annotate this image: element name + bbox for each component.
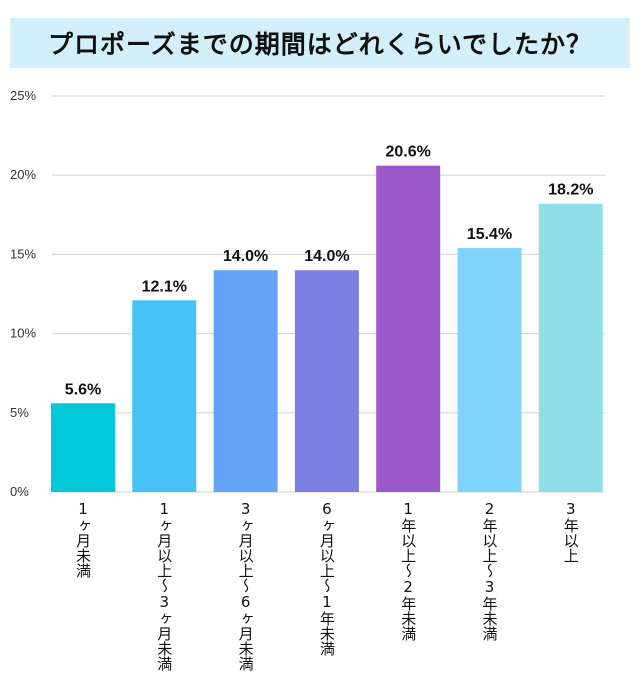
bar xyxy=(51,403,115,492)
y-tick-label: 15% xyxy=(10,246,36,261)
data-label: 14.0% xyxy=(223,248,268,265)
x-tick-label: 3ヶ月以上～6ヶ月未満 xyxy=(236,500,255,671)
bar xyxy=(213,270,278,492)
bar xyxy=(132,300,197,492)
data-label: 15.4% xyxy=(467,226,512,243)
bar xyxy=(376,165,441,493)
y-tick-label: 20% xyxy=(10,167,36,182)
data-label: 12.1% xyxy=(142,278,187,295)
y-tick-label: 10% xyxy=(10,326,36,341)
bar xyxy=(457,248,522,492)
x-tick-label: 6ヶ月以上～1年未満 xyxy=(317,500,336,656)
y-tick-label: 0% xyxy=(10,484,29,499)
data-label: 18.2% xyxy=(548,182,593,199)
data-label: 5.6% xyxy=(65,381,101,398)
y-tick-label: 25% xyxy=(10,88,36,103)
x-tick-label: 1年以上～2年未満 xyxy=(399,500,418,641)
x-tick-label: 2年以上～3年未満 xyxy=(480,500,499,641)
x-tick-label: 3年以上 xyxy=(561,500,580,563)
data-label: 14.0% xyxy=(304,248,349,265)
title-band: プロポーズまでの期間はどれくらいでしたか？ xyxy=(10,18,630,68)
chart-title: プロポーズまでの期間はどれくらいでしたか？ xyxy=(47,30,592,59)
data-label: 20.6% xyxy=(386,144,431,161)
bar xyxy=(538,203,603,492)
bar xyxy=(294,270,359,492)
y-tick-label: 5% xyxy=(10,405,29,420)
x-tick-label: 1ヶ月未満 xyxy=(74,500,92,578)
x-tick-label: 1ヶ月以上～3ヶ月未満 xyxy=(155,500,174,671)
